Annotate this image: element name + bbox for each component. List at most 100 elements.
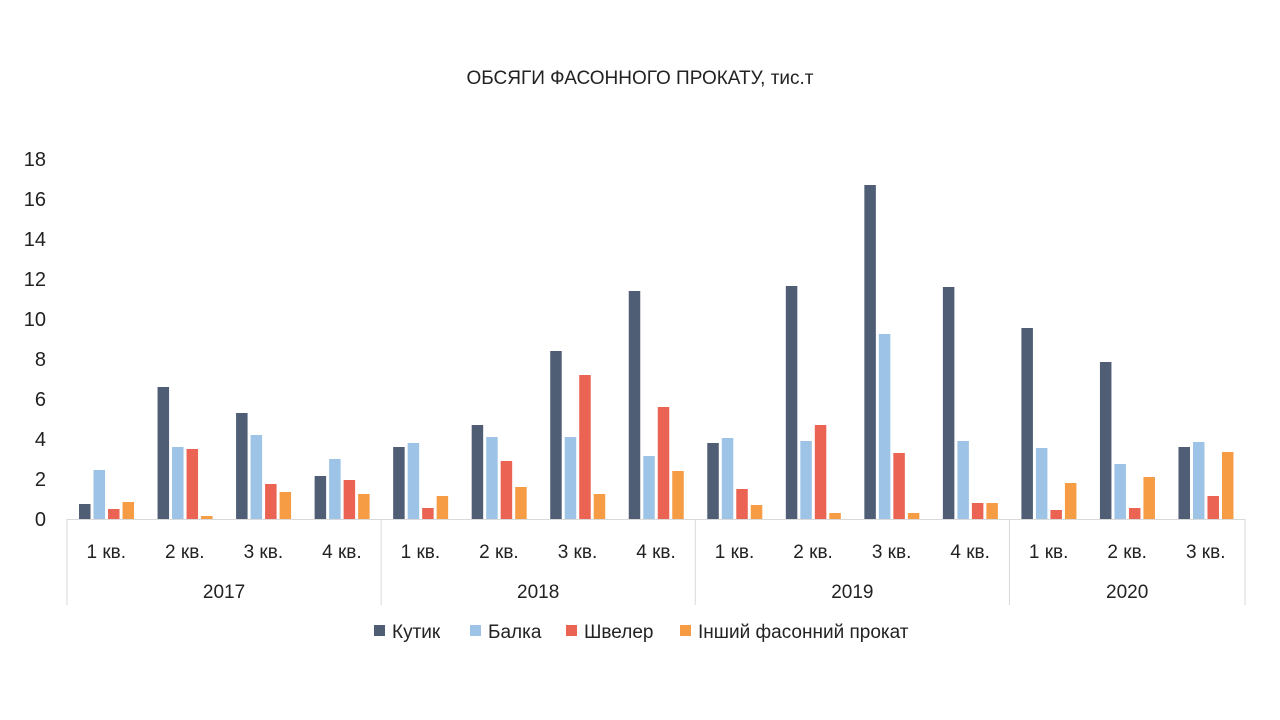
bar bbox=[971, 503, 984, 519]
bar bbox=[157, 387, 170, 519]
x-tick-label: 1 кв. bbox=[401, 542, 441, 563]
bars bbox=[79, 185, 1234, 519]
bar bbox=[471, 425, 484, 519]
y-tick-label: 16 bbox=[24, 189, 46, 211]
bar bbox=[1143, 477, 1155, 519]
bar bbox=[878, 334, 891, 519]
group-label: 2019 bbox=[831, 582, 873, 603]
bar bbox=[1050, 510, 1062, 519]
bar bbox=[1114, 464, 1126, 519]
y-tick-label: 4 bbox=[35, 429, 46, 451]
bar bbox=[1064, 483, 1077, 519]
x-tick-label: 2 кв. bbox=[793, 542, 833, 563]
bar bbox=[657, 407, 670, 519]
x-tick-label: 1 кв. bbox=[87, 542, 127, 563]
bar bbox=[550, 351, 562, 519]
bar bbox=[593, 494, 606, 519]
bar bbox=[407, 443, 420, 519]
bar bbox=[721, 438, 734, 519]
bar bbox=[1128, 508, 1141, 519]
bar bbox=[329, 459, 341, 519]
bar bbox=[358, 494, 370, 519]
bar bbox=[122, 502, 135, 519]
x-tick-label: 2 кв. bbox=[165, 542, 205, 563]
y-axis-ticks: 0 2 4 6 8 10 12 14 16 18 bbox=[24, 149, 46, 531]
y-tick-label: 8 bbox=[35, 349, 46, 371]
bar bbox=[829, 513, 841, 519]
bar bbox=[707, 443, 719, 519]
x-tick-label: 2 кв. bbox=[1107, 542, 1147, 563]
legend-label: Кутик bbox=[392, 622, 441, 643]
bar bbox=[515, 487, 527, 519]
bar bbox=[108, 509, 120, 519]
bar bbox=[579, 375, 591, 519]
bar bbox=[893, 453, 905, 519]
x-tick-label: 3 кв. bbox=[1186, 542, 1226, 563]
bar bbox=[486, 437, 498, 519]
bar bbox=[279, 492, 292, 519]
bar bbox=[957, 441, 969, 519]
group-label: 2018 bbox=[517, 582, 559, 603]
bar bbox=[93, 470, 106, 519]
bar bbox=[942, 287, 955, 519]
bar bbox=[314, 476, 327, 519]
x-tick-label: 4 кв. bbox=[950, 542, 990, 563]
bar bbox=[265, 484, 277, 519]
bar bbox=[907, 513, 920, 519]
bar bbox=[250, 435, 263, 519]
bar bbox=[1035, 448, 1048, 519]
bar bbox=[1178, 447, 1190, 519]
x-tick-label: 3 кв. bbox=[872, 542, 912, 563]
x-tick-label: 3 кв. bbox=[558, 542, 598, 563]
y-tick-label: 12 bbox=[24, 269, 46, 291]
bar bbox=[628, 291, 641, 519]
bar bbox=[422, 508, 434, 519]
bar bbox=[736, 489, 748, 519]
chart-title: ОБСЯГИ ФАСОННОГО ПРОКАТУ, тис.т bbox=[466, 68, 813, 89]
bar bbox=[750, 505, 763, 519]
bar bbox=[986, 503, 998, 519]
legend-label: Балка bbox=[488, 622, 542, 643]
bar bbox=[800, 441, 812, 519]
x-axis: 1 кв. 2 кв. 3 кв. 4 кв. 1 кв. 2 кв. 3 кв. 4 кв.… bbox=[66, 519, 1246, 605]
bar bbox=[1099, 362, 1112, 519]
bar bbox=[643, 456, 655, 519]
group-label: 2020 bbox=[1106, 582, 1148, 603]
x-tick-label: 4 кв. bbox=[322, 542, 362, 563]
bar bbox=[436, 496, 449, 519]
bar bbox=[814, 425, 827, 519]
bar bbox=[1221, 452, 1234, 519]
bar bbox=[1021, 328, 1033, 519]
bar bbox=[672, 471, 684, 519]
x-tick-label: 2 кв. bbox=[479, 542, 519, 563]
x-tick-label: 1 кв. bbox=[1029, 542, 1069, 563]
y-tick-label: 0 bbox=[35, 509, 46, 531]
y-tick-label: 18 bbox=[24, 149, 46, 171]
legend-swatch bbox=[470, 625, 481, 636]
legend-swatch bbox=[680, 625, 691, 636]
legend: Кутик Балка Швелер Інший фасонний прокат bbox=[374, 622, 909, 643]
legend-swatch bbox=[374, 625, 385, 636]
y-tick-label: 2 bbox=[35, 469, 46, 491]
bar bbox=[393, 447, 405, 519]
legend-label: Інший фасонний прокат bbox=[698, 622, 909, 643]
y-tick-label: 6 bbox=[35, 389, 46, 411]
bar bbox=[564, 437, 577, 519]
legend-label: Швелер bbox=[584, 622, 653, 643]
bar bbox=[500, 461, 513, 519]
legend-swatch bbox=[566, 625, 577, 636]
group-label: 2017 bbox=[203, 582, 245, 603]
x-tick-label: 1 кв. bbox=[715, 542, 755, 563]
bar bbox=[236, 413, 248, 519]
x-tick-label: 4 кв. bbox=[636, 542, 676, 563]
bar bbox=[79, 504, 91, 519]
bar bbox=[172, 447, 184, 519]
bar bbox=[1207, 496, 1219, 519]
y-tick-label: 14 bbox=[24, 229, 46, 251]
bar bbox=[1192, 442, 1205, 519]
bar bbox=[201, 516, 213, 519]
bar bbox=[785, 286, 798, 519]
bar bbox=[343, 480, 356, 519]
x-tick-label: 3 кв. bbox=[244, 542, 284, 563]
